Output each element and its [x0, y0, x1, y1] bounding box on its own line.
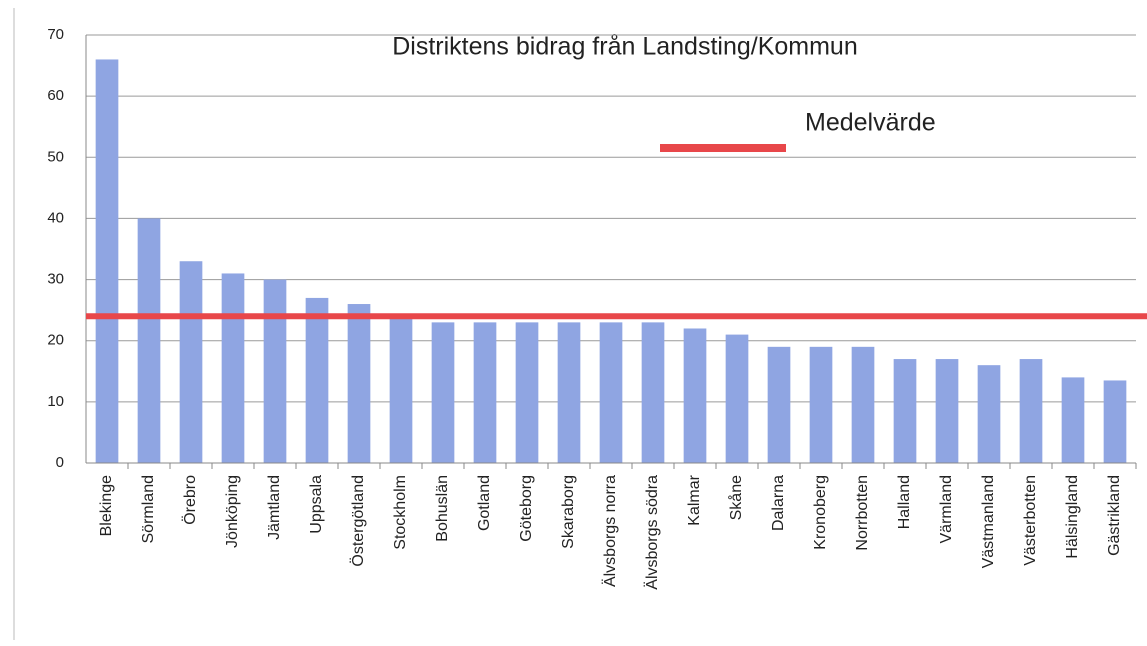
- x-tick-label: Västerbotten: [1022, 475, 1039, 566]
- x-tick-label: Örebro: [181, 475, 199, 525]
- bar: [95, 59, 119, 463]
- bar: [137, 218, 161, 463]
- bar: [977, 365, 1001, 463]
- bar: [725, 334, 749, 463]
- x-tick-label: Jämtland: [266, 475, 283, 540]
- bar: [515, 322, 539, 463]
- bar: [473, 322, 497, 463]
- x-tick-label: Dalarna: [770, 475, 787, 531]
- bar: [683, 328, 707, 463]
- bar: [641, 322, 665, 463]
- x-tick-label: Bohuslän: [434, 475, 451, 542]
- x-tick-label: Västmanland: [980, 475, 997, 568]
- y-tick-label: 70: [47, 26, 64, 43]
- x-tick-label: Blekinge: [98, 475, 115, 536]
- x-tick-label: Kalmar: [686, 474, 703, 525]
- x-tick-label: Sörmland: [140, 475, 157, 543]
- x-tick-label: Skaraborg: [560, 475, 577, 549]
- bar: [221, 273, 245, 463]
- x-tick-label: Uppsala: [308, 475, 325, 534]
- bar: [893, 359, 917, 463]
- x-tick-label: Norrbotten: [854, 475, 871, 551]
- y-tick-label: 20: [47, 332, 64, 349]
- y-tick-label: 0: [56, 454, 64, 471]
- bar: [389, 316, 413, 463]
- x-tick-label: Stockholm: [392, 475, 409, 550]
- x-tick-label: Värmland: [938, 475, 955, 543]
- bar: [809, 346, 833, 463]
- bar: [431, 322, 455, 463]
- bar: [599, 322, 623, 463]
- y-tick-label: 10: [47, 393, 64, 410]
- x-tick-label: Älvsborgs södra: [643, 475, 661, 590]
- x-tick-label: Hälsingland: [1064, 475, 1081, 559]
- y-tick-label: 60: [47, 87, 64, 104]
- bar: [557, 322, 581, 463]
- x-tick-label: Halland: [896, 475, 913, 529]
- bar: [1061, 377, 1085, 463]
- bar: [767, 346, 791, 463]
- x-tick-label: Göteborg: [518, 475, 535, 542]
- y-tick-label: 40: [47, 209, 64, 226]
- bar: [347, 304, 371, 463]
- x-tick-label: Älvsborgs norra: [601, 475, 619, 587]
- legend-swatch: [660, 144, 786, 152]
- chart-title: Distriktens bidrag från Landsting/Kommun: [392, 33, 858, 61]
- legend-label: Medelvärde: [805, 109, 936, 137]
- y-tick-label: 30: [47, 271, 64, 288]
- bar: [1019, 359, 1043, 463]
- bar: [1103, 380, 1127, 463]
- x-tick-label: Gotland: [476, 475, 493, 531]
- x-tick-label: Gästrikland: [1106, 475, 1123, 556]
- x-tick-label: Kronoberg: [812, 475, 829, 550]
- bar: [305, 297, 329, 463]
- bar: [851, 346, 875, 463]
- bar: [179, 261, 203, 463]
- bar: [263, 279, 287, 463]
- bar: [935, 359, 959, 463]
- x-tick-label: Östergötland: [349, 475, 367, 567]
- x-tick-label: Skåne: [727, 475, 745, 520]
- y-tick-label: 50: [47, 148, 64, 165]
- x-tick-label: Jönköping: [224, 475, 241, 548]
